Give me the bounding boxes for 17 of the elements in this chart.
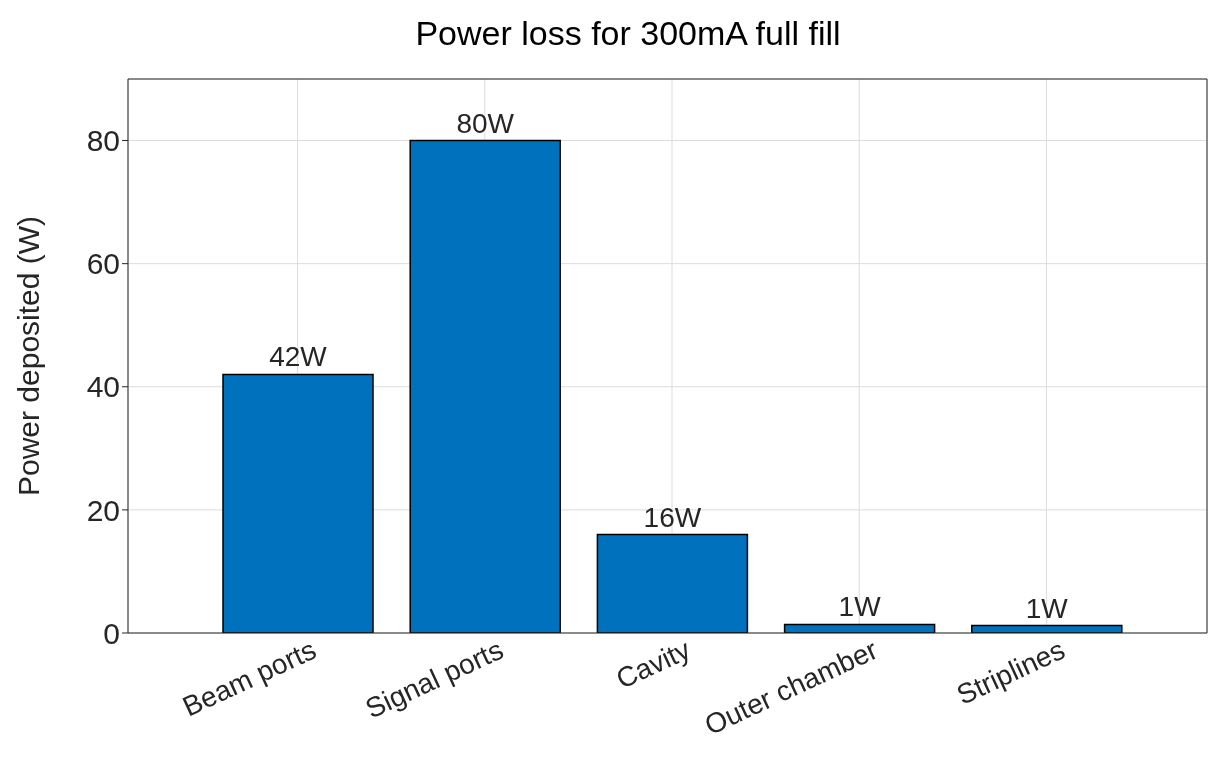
- chart-title: Power loss for 300mA full fill: [414, 13, 842, 54]
- y-axis-title: Power deposited (W): [11, 215, 45, 497]
- data-label: 1W: [838, 591, 882, 623]
- data-label: 80W: [456, 107, 515, 139]
- bar: [596, 533, 749, 633]
- x-tick-label: Cavity: [611, 633, 696, 695]
- y-tick-label: 20: [86, 493, 120, 527]
- x-tick-label: Beam ports: [177, 633, 321, 723]
- data-label: 42W: [269, 341, 328, 373]
- data-label: 16W: [643, 501, 702, 533]
- y-tick-label: 0: [103, 616, 120, 650]
- y-tick-label: 40: [86, 370, 120, 404]
- y-tick-label: 80: [86, 124, 120, 158]
- bar: [409, 139, 561, 633]
- data-label: 1W: [1025, 592, 1069, 624]
- y-tick-label: 60: [86, 247, 120, 281]
- bar: [222, 373, 374, 633]
